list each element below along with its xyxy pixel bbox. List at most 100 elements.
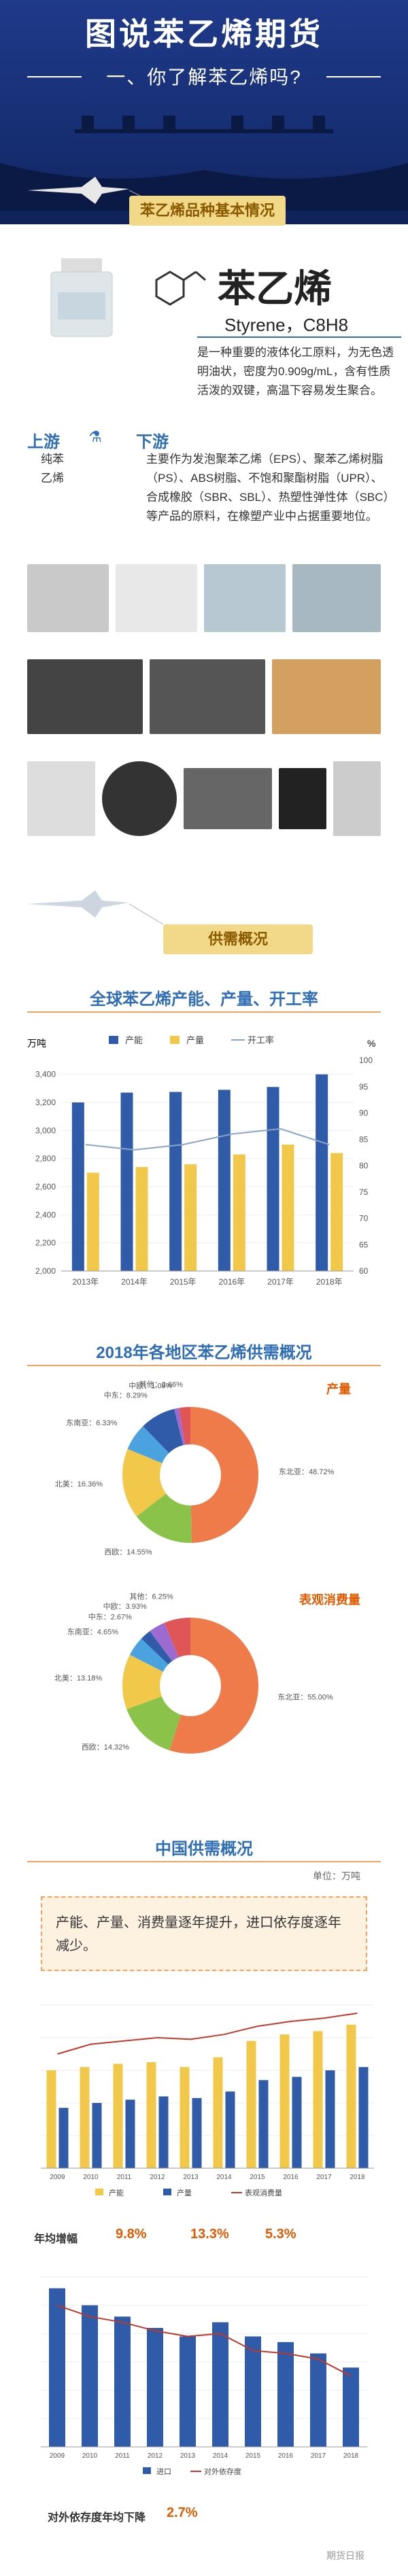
bottle-image	[41, 251, 122, 340]
line-开工率	[85, 1128, 330, 1151]
dependency-value: 2.7%	[167, 2505, 198, 2520]
summary-text: 产能、产量、消费量逐年提升，进口依存度逐年减少。	[56, 1915, 341, 1953]
pie-slice-label: 中东：8.29%	[104, 1391, 148, 1399]
bar-产能	[169, 1092, 182, 1271]
pie-slice-label: 北美：13.18%	[54, 1674, 103, 1683]
flask-icon: ⚗	[88, 428, 102, 445]
x-tick-label: 2018	[350, 2174, 365, 2181]
bar-进口	[49, 2288, 65, 2447]
product-description: 是一种重要的液体化工原料，为无色透明油状，密度为0.909g/mL，含有性质活泼…	[197, 346, 394, 397]
x-tick-label: 2010	[82, 2452, 98, 2460]
legend-label: 产能	[125, 1035, 143, 1045]
x-tick-label: 2009	[50, 2452, 65, 2460]
y-tick-label-right: 65	[359, 1240, 369, 1249]
y-tick-label-right: 85	[359, 1134, 369, 1144]
page-title: 图说苯乙烯期货	[85, 16, 323, 52]
chart-title: 中国供需概况	[155, 1840, 253, 1858]
legend-label: 进口	[156, 2467, 171, 2476]
bar-进口	[343, 2367, 359, 2447]
dependency-label: 对外依存度年均下降	[48, 2512, 146, 2524]
upstream-text: 纯苯 乙烯	[41, 453, 64, 485]
airplane-banner-icon	[27, 890, 164, 925]
x-tick-label: 2013	[183, 2174, 199, 2181]
benzene-structure-icon	[155, 271, 206, 306]
bar-产能	[316, 1074, 328, 1271]
section-ribbon: 供需概况	[163, 924, 313, 954]
downstream-text: 主要作为发泡聚苯乙烯（EPS）、聚苯乙烯树脂（PS）、ABS树脂、不饱和聚酯树脂…	[146, 453, 390, 523]
bar-产能	[46, 2070, 56, 2168]
legend-label: 开工率	[248, 1035, 274, 1045]
y-axis-label-right: %	[367, 1038, 375, 1049]
x-tick-label: 2018	[343, 2452, 359, 2460]
pie-slice-label: 中东：2.67%	[88, 1613, 132, 1622]
section-ribbon: 苯乙烯品种基本情况	[129, 196, 286, 226]
pie-slice	[122, 1448, 190, 1516]
photo-keyboard	[27, 659, 143, 734]
pie-slice-label: 东北亚：55.00%	[277, 1692, 333, 1701]
x-tick-label: 2014	[213, 2452, 228, 2460]
bar-进口	[147, 2328, 163, 2447]
pie-hole	[160, 1444, 221, 1505]
y-tick-label: 3,400	[35, 1070, 56, 1079]
y-tick-label: 2,600	[35, 1182, 56, 1191]
bar-产量	[135, 1167, 148, 1271]
growth-capacity: 9.8%	[116, 2227, 147, 2242]
x-tick-label: 2015年	[170, 1277, 197, 1287]
bar-产能	[246, 2040, 256, 2168]
pie-slice-label: 其他：6.25%	[129, 1592, 173, 1601]
bar-产量	[225, 2091, 235, 2168]
x-tick-label: 2017	[311, 2452, 326, 2460]
pie-slice-label: 中欧：3.93%	[103, 1602, 147, 1611]
x-tick-label: 2014年	[121, 1277, 148, 1287]
photo-fridge	[333, 761, 381, 836]
photo-phone	[279, 768, 326, 829]
x-tick-label: 2011	[115, 2452, 130, 2460]
bar-进口	[212, 2322, 228, 2447]
bar-产量	[282, 1145, 294, 1271]
bar-产能	[213, 2057, 223, 2168]
import-dependency-chart: 2009 2010 2011 2012 2013 2014 2015 2016 2017 2018…	[41, 2276, 367, 2476]
pie-slice-label: 西欧：14.55%	[104, 1548, 152, 1556]
divider	[27, 1861, 381, 1862]
growth-production: 13.3%	[190, 2227, 229, 2242]
bar-进口	[310, 2353, 326, 2447]
bar-产量	[58, 2108, 69, 2168]
bar-产量	[92, 2103, 102, 2168]
china-supply-chart: 2009 2010 2011 2012 2013 2014 2015 2016 2017 2018…	[41, 2004, 374, 2197]
bar-产量	[158, 2096, 169, 2168]
bar-产量	[233, 1154, 245, 1271]
legend-label: 对外依存度	[204, 2467, 241, 2476]
bar-进口	[82, 2305, 98, 2447]
bar-产量	[330, 1153, 343, 1271]
bar-产量	[86, 1172, 99, 1271]
legend-swatch	[95, 2189, 103, 2195]
pie-slice-label: 其他：2.66%	[139, 1380, 183, 1389]
y-tick-label: 2,200	[35, 1238, 56, 1248]
legend-swatch	[109, 1036, 118, 1044]
x-tick-label: 2016	[283, 2174, 299, 2181]
photo-sandals	[184, 768, 272, 829]
line-对外依存度	[56, 2304, 352, 2377]
unit-label: 单位：万吨	[313, 1870, 360, 1881]
pie-slice-label: 中欧：1.09%	[129, 1382, 172, 1391]
bar-产能	[80, 2067, 90, 2168]
product-formula: Styrene，C8H8	[224, 315, 349, 335]
summary-box: 产能、产量、消费量逐年提升，进口依存度逐年减少。	[41, 1896, 367, 1971]
legend-label: 表观消费量	[245, 2188, 282, 2197]
bar-产能	[146, 2062, 156, 2168]
y-tick-label: 2,400	[35, 1210, 56, 1219]
legend-label: 产能	[109, 2188, 124, 2197]
watermark: 期货日报	[326, 2550, 364, 2561]
x-tick-label: 2013	[180, 2452, 196, 2460]
y-tick-label-right: 90	[359, 1109, 369, 1118]
pie-slice-label: 东北亚：48.72%	[279, 1467, 335, 1476]
divider	[27, 1011, 381, 1013]
pie-hole	[160, 1655, 221, 1716]
x-tick-label: 2016	[278, 2452, 294, 2460]
x-tick-label: 2015	[245, 2452, 261, 2460]
bar-产能	[313, 2031, 323, 2168]
x-tick-label: 2018年	[316, 1277, 343, 1287]
pie-slice	[190, 1407, 258, 1543]
page-subtitle: 一、你了解苯乙烯吗?	[106, 67, 302, 88]
y-tick-label: 2,800	[35, 1154, 56, 1164]
